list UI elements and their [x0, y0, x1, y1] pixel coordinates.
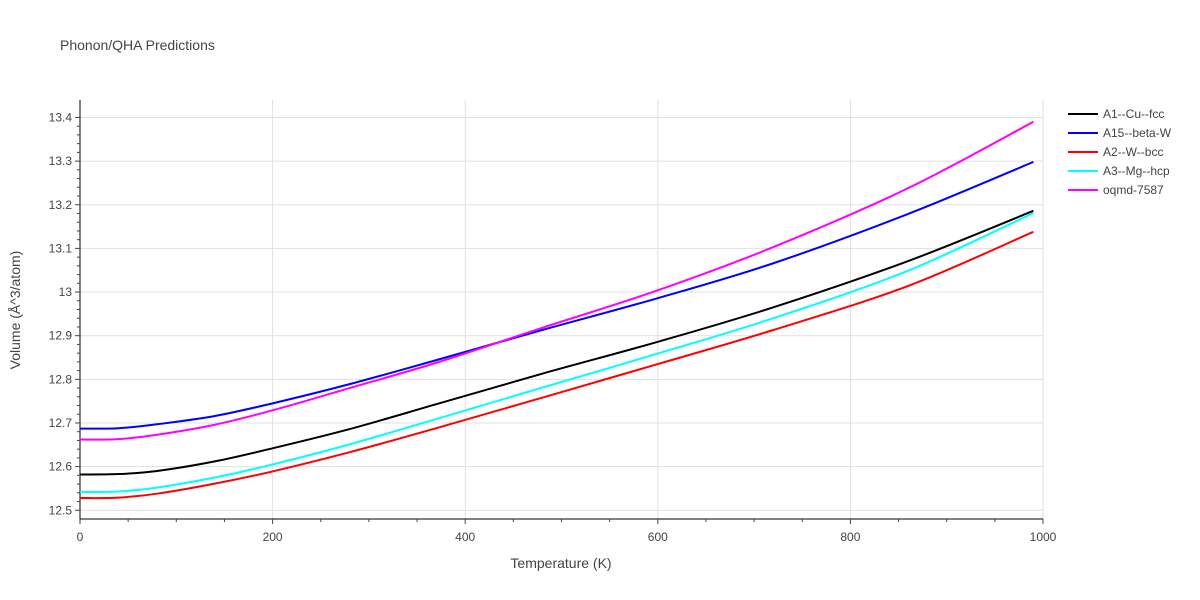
series-line-a1-cu-fcc[interactable]: [79, 209, 1034, 476]
x-tick-label: 800: [840, 530, 860, 544]
legend: A1--Cu--fcc A15--beta-W A2--W--bcc A3--Mg--…: [1068, 107, 1172, 197]
y-tick-label: 12.8: [49, 372, 73, 386]
y-tick-label: 12.6: [49, 460, 73, 474]
y-tick-label: 13.3: [49, 154, 73, 168]
y-axis-title: Volume (Å^3/atom): [7, 251, 23, 370]
series-line-a2-w-bcc[interactable]: [79, 230, 1034, 500]
grid: [80, 100, 1044, 519]
y-tick-label: 13: [59, 285, 73, 299]
chart-title: Phonon/QHA Predictions: [60, 37, 215, 53]
series-line-a15-beta-w[interactable]: [79, 161, 1034, 430]
series-line-a3-mg-hcp[interactable]: [79, 212, 1034, 493]
axes: [75, 100, 1044, 524]
series-line-oqmd-7587[interactable]: [79, 120, 1034, 441]
legend-item-a2-w-bcc[interactable]: A2--W--bcc: [1068, 145, 1163, 159]
legend-label: oqmd-7587: [1103, 183, 1164, 197]
legend-item-a3-mg-hcp[interactable]: A3--Mg--hcp: [1068, 164, 1170, 178]
legend-label: A15--beta-W: [1103, 126, 1172, 140]
x-tick-label: 200: [263, 530, 283, 544]
y-tick-label: 13.2: [49, 198, 73, 212]
y-tick-label: 13.4: [49, 110, 73, 124]
legend-label: A1--Cu--fcc: [1103, 107, 1164, 121]
y-tick-label: 12.5: [49, 503, 73, 517]
legend-item-a1-cu-fcc[interactable]: A1--Cu--fcc: [1068, 107, 1164, 121]
x-tick-label: 600: [648, 530, 668, 544]
plot-area[interactable]: [79, 120, 1034, 500]
x-tick-label: 1000: [1030, 530, 1057, 544]
x-axis-title: Temperature (K): [510, 555, 611, 571]
legend-label: A2--W--bcc: [1103, 145, 1163, 159]
x-tick-label: 0: [77, 530, 84, 544]
legend-item-oqmd-7587[interactable]: oqmd-7587: [1068, 183, 1164, 197]
y-tick-label: 12.7: [49, 416, 73, 430]
x-tick-label: 400: [455, 530, 475, 544]
legend-item-a15-beta-w[interactable]: A15--beta-W: [1068, 126, 1172, 140]
y-tick-label: 13.1: [49, 241, 73, 255]
legend-label: A3--Mg--hcp: [1103, 164, 1170, 178]
y-tick-label: 12.9: [49, 329, 73, 343]
tick-labels: 0 200 400 600 800 1000 12.5 12.6 12.7 12.8 12.9 13 1…: [49, 110, 1057, 544]
